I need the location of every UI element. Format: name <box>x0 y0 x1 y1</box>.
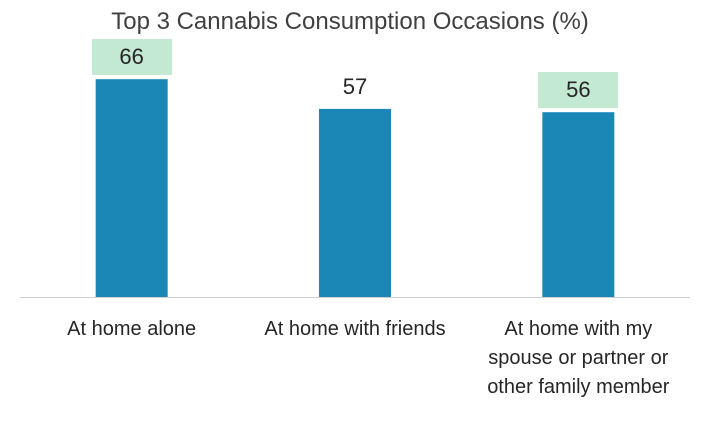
bar-3 <box>542 112 615 297</box>
category-label-line: At home with friends <box>264 318 446 340</box>
category-label-2: At home with friends <box>237 315 473 344</box>
data-label-3: 56 <box>538 72 619 109</box>
data-label-1: 66 <box>91 39 172 76</box>
bar-2 <box>319 108 391 298</box>
bar-1 <box>95 79 168 297</box>
data-label-2: 57 <box>342 73 368 99</box>
category-label-line: At home alone <box>67 318 197 340</box>
category-label-3: At home with my spouse or partner or other… <box>460 315 696 402</box>
chart-title: Top 3 Cannabis Consumption Occasions (%) <box>111 8 589 35</box>
category-label-1: At home alone <box>14 315 250 344</box>
category-label-line: other family member <box>487 376 670 398</box>
category-label-line: spouse or partner or <box>488 347 669 369</box>
category-label-line: At home with my <box>504 318 653 340</box>
